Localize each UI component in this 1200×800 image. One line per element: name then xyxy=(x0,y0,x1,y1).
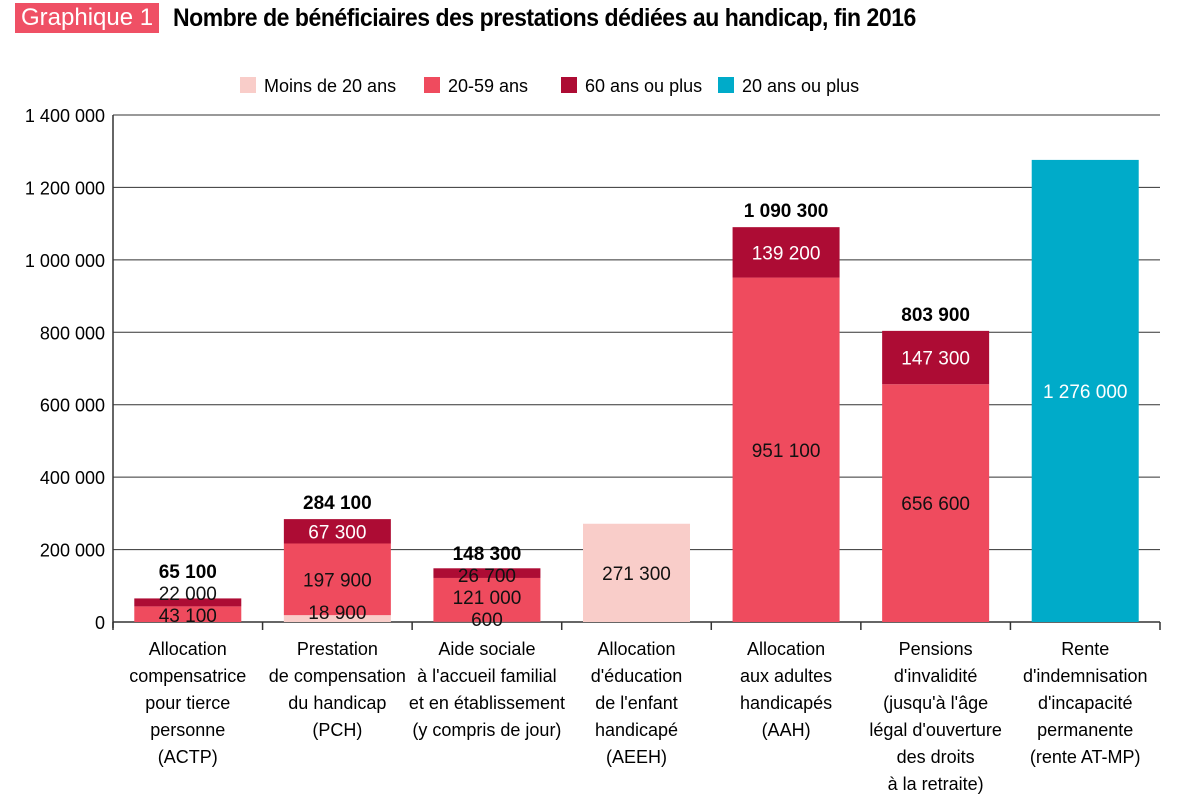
category-label: et en établissement xyxy=(409,693,565,713)
bar-segment xyxy=(732,277,840,622)
category-label: d'indemnisation xyxy=(1023,666,1148,686)
category-label: à la retraite) xyxy=(888,774,984,794)
legend-swatch xyxy=(561,77,577,93)
category-label: (jusqu'à l'âge xyxy=(883,693,988,713)
category-label: handicapés xyxy=(740,693,832,713)
data-label: 656 600 xyxy=(901,494,970,515)
bar-segment xyxy=(283,519,391,544)
legend-swatch xyxy=(424,77,440,93)
category-label: (AAH) xyxy=(762,720,811,740)
category-label: pour tierce xyxy=(145,693,230,713)
total-label: 65 100 xyxy=(159,562,217,583)
bar-segment xyxy=(134,606,242,622)
category-label: (y compris de jour) xyxy=(412,720,561,740)
y-tick-label: 1 200 000 xyxy=(25,178,105,198)
bar-segment xyxy=(882,330,990,385)
category-label: Allocation xyxy=(747,639,825,659)
category-label: aux adultes xyxy=(740,666,832,686)
category-label: personne xyxy=(150,720,225,740)
category-label: Prestation xyxy=(297,639,378,659)
category-label: de l'enfant xyxy=(595,693,678,713)
data-label: 951 100 xyxy=(752,441,821,462)
total-label: 148 300 xyxy=(453,544,522,565)
bar-segment xyxy=(283,543,391,616)
category-label: du handicap xyxy=(288,693,386,713)
total-label: 284 100 xyxy=(303,493,372,514)
legend-label: Moins de 20 ans xyxy=(264,76,396,96)
bar-segment xyxy=(583,523,690,622)
bar-segment xyxy=(283,615,391,622)
chart-title: Nombre de bénéficiaires des prestations … xyxy=(173,3,916,32)
legend-label: 60 ans ou plus xyxy=(585,76,702,96)
y-tick-label: 1 400 000 xyxy=(25,106,105,126)
legend-label: 20-59 ans xyxy=(448,76,528,96)
category-label: légal d'ouverture xyxy=(869,720,1002,740)
data-label: 22 000 xyxy=(159,584,217,605)
y-tick-label: 1 000 000 xyxy=(25,251,105,271)
y-tick-label: 600 000 xyxy=(40,396,105,416)
category-label: Aide sociale xyxy=(438,639,535,659)
category-label: (PCH) xyxy=(312,720,362,740)
category-label: permanente xyxy=(1037,720,1133,740)
y-tick-label: 400 000 xyxy=(40,468,105,488)
legend-swatch xyxy=(718,77,734,93)
figure-badge: Graphique 1 xyxy=(15,3,160,33)
data-label: 600 xyxy=(471,610,503,631)
category-label: Rente xyxy=(1061,639,1109,659)
legend-label: 20 ans ou plus xyxy=(742,76,859,96)
bar-segment xyxy=(1031,159,1139,623)
data-label: 1 276 000 xyxy=(1043,382,1128,403)
category-label: d'invalidité xyxy=(894,666,978,686)
chart-header: Graphique 1 Nombre de bénéficiaires des … xyxy=(15,3,981,33)
data-label: 26 700 xyxy=(458,566,516,587)
category-label: (rente AT-MP) xyxy=(1030,747,1141,767)
y-tick-label: 0 xyxy=(95,613,105,633)
category-label: Pensions xyxy=(899,639,973,659)
y-tick-label: 200 000 xyxy=(40,541,105,561)
y-tick-label: 800 000 xyxy=(40,323,105,343)
bar-segment xyxy=(882,384,990,622)
category-label: des droits xyxy=(897,747,975,767)
data-label: 43 100 xyxy=(159,606,217,627)
category-label: handicapé xyxy=(595,720,678,740)
bar-segment xyxy=(134,598,242,607)
bar-segment xyxy=(433,577,541,622)
data-label: 139 200 xyxy=(752,243,821,264)
data-label: 67 300 xyxy=(308,522,366,543)
bar-segment xyxy=(433,568,541,578)
total-label: 1 090 300 xyxy=(744,201,829,222)
category-label: Allocation xyxy=(149,639,227,659)
bar-segment xyxy=(732,227,840,278)
category-label: à l'accueil familial xyxy=(417,666,557,686)
category-label: Allocation xyxy=(597,639,675,659)
data-label: 18 900 xyxy=(308,603,366,624)
legend-swatch xyxy=(240,77,256,93)
data-label: 271 300 xyxy=(602,564,671,585)
category-label: compensatrice xyxy=(129,666,246,686)
category-label: (AEEH) xyxy=(606,747,667,767)
data-label: 121 000 xyxy=(453,588,522,609)
category-label: (ACTP) xyxy=(158,747,218,767)
category-label: d'incapacité xyxy=(1038,693,1133,713)
category-label: d'éducation xyxy=(591,666,683,686)
total-label: 803 900 xyxy=(901,305,970,326)
category-label: de compensation xyxy=(269,666,406,686)
data-label: 147 300 xyxy=(901,349,970,370)
data-label: 197 900 xyxy=(303,570,372,591)
